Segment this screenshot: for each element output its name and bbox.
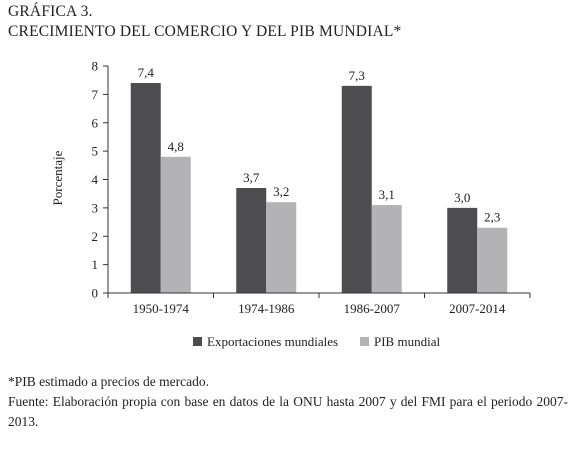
x-tick-label: 1986-2007 [344,301,401,316]
x-tick-label: 1950-1974 [133,301,190,316]
bar [266,202,297,293]
data-label: 3,1 [379,187,395,202]
chart-heading: GRÁFICA 3. CRECIMIENTO DEL COMERCIO Y DE… [8,2,402,42]
legend: Exportaciones mundiales PIB mundial [193,334,440,349]
figure-label: GRÁFICA 3. [8,3,93,20]
bar [477,227,508,293]
bars-group: 7,4 4,8 3,7 3,2 7,3 3,1 3,0 2,3 [130,65,508,294]
legend-swatch [193,337,202,346]
bar [236,188,267,293]
x-tick-label: 2007-2014 [449,301,506,316]
y-axis: 0 1 2 3 4 5 6 7 8 [92,59,109,301]
data-label: 3,0 [454,190,470,205]
chart-notes: *PIB estimado a precios de mercado. Fuen… [8,372,568,432]
data-label: 7,4 [138,65,155,80]
y-tick-label: 8 [92,59,99,74]
y-tick-label: 4 [92,172,99,187]
y-tick-label: 3 [92,200,99,215]
y-axis-label: Porcentaje [50,150,65,205]
y-tick-label: 7 [92,87,99,102]
legend-swatch [360,337,369,346]
footnote: *PIB estimado a precios de mercado. [8,374,209,389]
legend-label: PIB mundial [374,334,440,349]
data-label: 3,2 [273,184,289,199]
bar [341,85,372,293]
bar [160,156,191,293]
y-tick-label: 1 [92,257,99,272]
data-label: 3,7 [243,170,260,185]
bar [130,83,161,294]
bar-chart: Porcentaje 0 1 2 3 4 5 6 7 8 7,4 4,8 3,7 3,2 7,3 3,1 3… [50,59,531,349]
data-label: 7,3 [349,68,365,83]
x-tick-label: 1974-1986 [238,301,295,316]
y-tick-label: 0 [92,286,99,301]
source-note: Fuente: Elaboración propia con base en d… [8,394,568,429]
bar [371,205,402,293]
bar [447,207,478,293]
y-tick-label: 2 [92,229,99,244]
legend-label: Exportaciones mundiales [207,334,338,349]
chart-title: CRECIMIENTO DEL COMERCIO Y DEL PIB MUNDI… [8,23,402,40]
y-tick-label: 5 [92,144,99,159]
data-label: 4,8 [168,139,184,154]
x-axis: 1950-1974 1974-1986 1986-2007 2007-2014 [107,292,531,316]
y-tick-label: 6 [92,115,99,130]
data-label: 2,3 [484,210,500,225]
